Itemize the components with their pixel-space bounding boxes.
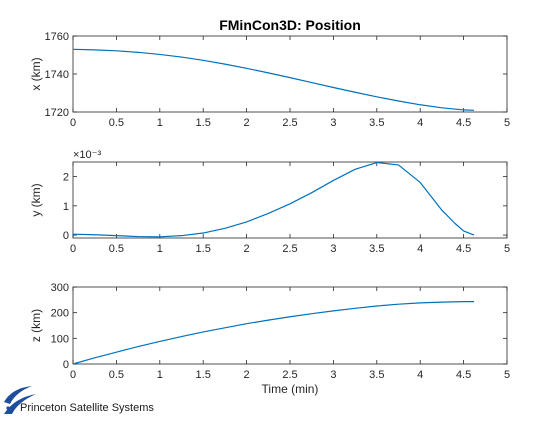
chart0-ytick-label-1: 1740 [45,69,69,81]
chart2-xtick-label-2: 1 [157,369,163,381]
chart1-ytick-label-1: 1 [63,201,69,213]
chart2-xtick-label-10: 5 [504,369,510,381]
x-position-axes: 0 0.5 1 1.5 2 2.5 3 3.5 4 4.5 5 1720 1740 1760 x (km) [29,31,510,129]
chart1-xtick-label-6: 3 [330,243,336,255]
chart0-xtick-label-9: 4.5 [456,117,471,129]
chart2-xtick-label-8: 4 [417,369,423,381]
chart2-ylabel: z (km) [29,309,43,342]
chart2-ytick-label-0: 0 [63,359,69,371]
chart2-ytick-label-3: 300 [51,282,69,294]
chart2-ytick-label-2: 200 [51,308,69,320]
chart2-xtick-label-0: 0 [70,369,76,381]
chart0-xtick-label-8: 4 [417,117,423,129]
chart1-ylabel: y (km) [29,183,43,216]
chart1-xtick-label-0: 0 [70,243,76,255]
chart2-xlabel: Time (min) [262,382,319,396]
chart2-series-line [72,301,475,365]
chart1-xtick-label-1: 0.5 [109,243,124,255]
chart2-xtick-label-6: 3 [330,369,336,381]
chart2-plot-area [72,286,508,365]
chart1-ytick-label-0: 0 [63,230,69,242]
chart1-xtick-label-5: 2.5 [282,243,297,255]
logo-text: Princeton Satellite Systems [20,402,154,414]
chart1-xtick-label-7: 3.5 [369,243,384,255]
chart1-xtick-label-4: 2 [244,243,250,255]
chart0-ytick-label-2: 1760 [45,31,69,43]
chart1-xtick-label-3: 1.5 [196,243,211,255]
chart0-series-line [72,48,475,111]
chart1-series-line [72,161,475,238]
chart0-xtick-label-6: 3 [330,117,336,129]
chart0-plot-area [72,35,508,113]
chart1-xtick-label-10: 5 [504,243,510,255]
chart2-xtick-label-9: 4.5 [456,369,471,381]
chart0-ylabel: x (km) [29,57,43,90]
chart1-xtick-label-9: 4.5 [456,243,471,255]
y-position-axes: 0 0.5 1 1.5 2 2.5 3 3.5 4 4.5 5 0 1 2 ×10⁻³ y (km) [29,149,510,255]
chart0-xtick-label-2: 1 [157,117,163,129]
chart0-xtick-label-3: 1.5 [196,117,211,129]
chart0-xtick-label-5: 2.5 [282,117,297,129]
chart2-ytick-label-1: 100 [51,333,69,345]
chart1-xtick-label-2: 1 [157,243,163,255]
chart0-xtick-label-4: 2 [244,117,250,129]
logo: Princeton Satellite Systems [4,386,154,414]
chart0-xtick-label-10: 5 [504,117,510,129]
chart0-xtick-label-7: 3.5 [369,117,384,129]
satellite-swoosh-icon [4,386,36,414]
chart0-xtick-label-0: 0 [70,117,76,129]
chart1-exponent-label: ×10⁻³ [73,149,101,161]
chart2-xtick-label-3: 1.5 [196,369,211,381]
chart2-xtick-label-4: 2 [244,369,250,381]
chart1-xtick-label-8: 4 [417,243,423,255]
chart2-xtick-label-7: 3.5 [369,369,384,381]
figure-title: FMinCon3D: Position [219,17,361,33]
chart2-xtick-label-1: 0.5 [109,369,124,381]
chart1-ytick-label-2: 2 [63,172,69,184]
chart2-xtick-label-5: 2.5 [282,369,297,381]
chart0-ytick-label-0: 1720 [45,107,69,119]
chart1-plot-area [72,161,508,239]
z-position-axes: 0 0.5 1 1.5 2 2.5 3 3.5 4 4.5 5 0 100 200 300 z (km) Tim… [29,282,510,396]
chart0-xtick-label-1: 0.5 [109,117,124,129]
